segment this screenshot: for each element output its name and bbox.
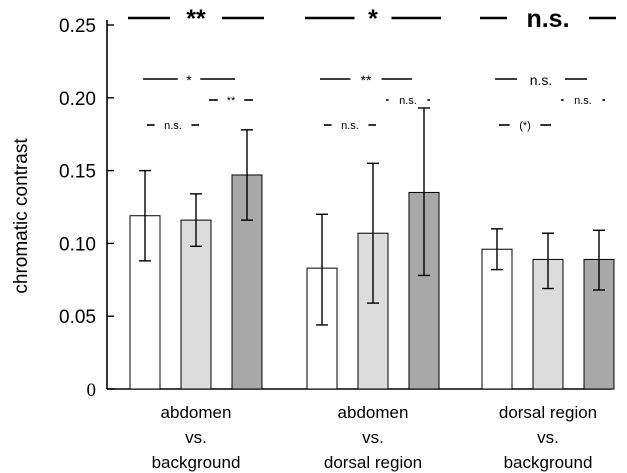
significance-label: * xyxy=(186,72,192,88)
bar xyxy=(481,248,513,390)
category-label: vs. xyxy=(185,428,207,447)
significance-label: * xyxy=(368,5,378,33)
significance-label: n.s. xyxy=(530,72,553,88)
y-tick-label: 0.05 xyxy=(59,307,96,328)
error-bars xyxy=(139,107,605,326)
significance-annotations: *****n.s.***n.s.n.s.n.s.n.s.n.s.(*) xyxy=(128,5,616,132)
y-tick-label: 0.15 xyxy=(59,162,96,183)
significance-label: n.s. xyxy=(399,95,417,107)
category-label: abdomen xyxy=(161,403,232,422)
y-axis-title: chromatic contrast xyxy=(11,138,32,294)
category-label: abdomen xyxy=(338,403,409,422)
category-label: vs. xyxy=(362,428,384,447)
category-label: dorsal region xyxy=(499,403,597,422)
y-tick-label: 0.20 xyxy=(59,89,96,110)
significance-label: n.s. xyxy=(341,120,359,132)
category-label: vs. xyxy=(537,428,559,447)
significance-label: n.s. xyxy=(526,5,569,33)
category-label: dorsal region xyxy=(324,453,422,472)
significance-label: ** xyxy=(361,72,372,88)
bars xyxy=(129,174,615,390)
significance-label: (*) xyxy=(519,120,531,132)
x-tick-labels: abdomen vs. background abdomen vs. dorsal reg… xyxy=(152,403,598,472)
significance-label: n.s. xyxy=(164,120,182,132)
y-tick-label: 0.25 xyxy=(59,16,96,37)
y-tick-label: 0.10 xyxy=(59,234,96,255)
axes: 0 0.05 0.10 0.15 0.20 0.25 xyxy=(59,16,612,401)
category-label: background xyxy=(504,453,593,472)
category-label: background xyxy=(152,453,241,472)
significance-label: ** xyxy=(186,5,206,33)
y-tick-label: 0 xyxy=(87,380,97,401)
significance-label: ** xyxy=(227,95,236,107)
significance-label: n.s. xyxy=(574,95,592,107)
